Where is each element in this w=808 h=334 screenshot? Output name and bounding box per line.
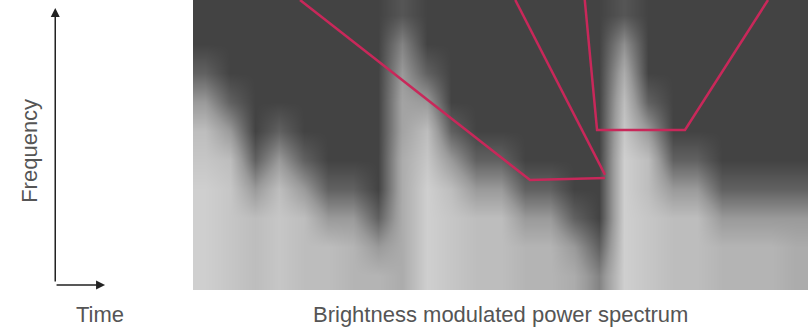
svg-text:Frequency: Frequency: [17, 99, 42, 203]
svg-text:Brightness modulated power spe: Brightness modulated power spectrum: [313, 302, 688, 327]
svg-text:Time: Time: [76, 302, 124, 327]
